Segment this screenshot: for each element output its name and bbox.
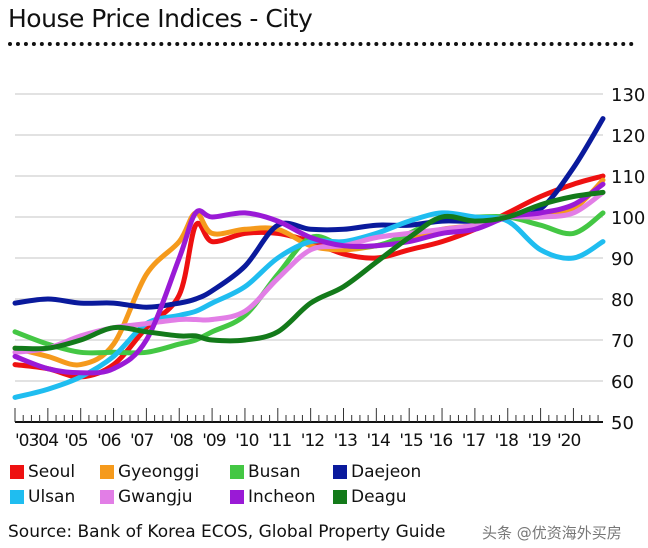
chart-title: House Price Indices - City bbox=[8, 4, 313, 33]
source-note: Source: Bank of Korea ECOS, Global Prope… bbox=[8, 522, 446, 542]
legend-swatch bbox=[10, 465, 24, 479]
legend-swatch bbox=[10, 490, 24, 504]
y-tick-label: 90 bbox=[611, 249, 634, 270]
y-tick-label: 70 bbox=[611, 331, 634, 352]
x-tick-label: '10 bbox=[235, 431, 258, 451]
y-tick-label: 80 bbox=[611, 290, 634, 311]
y-axis: 50 60 70 80 90 100 110 120 130 bbox=[611, 85, 645, 434]
line-chart: '03'04 '05 '06 '07 '08 '09 '10 '11 '12 '13 '14 '15 '… bbox=[12, 85, 645, 451]
x-tick-label: '06 bbox=[97, 431, 120, 451]
title-divider bbox=[8, 42, 634, 46]
legend-label: Ulsan bbox=[28, 487, 76, 507]
legend-label: Daejeon bbox=[351, 462, 422, 482]
y-tick-label: 100 bbox=[611, 208, 645, 229]
legend-label: Gwangju bbox=[118, 487, 193, 507]
y-tick-label: 120 bbox=[611, 126, 645, 147]
series-lines bbox=[12, 116, 606, 400]
legend-label: Busan bbox=[248, 462, 301, 482]
x-tick-label: '20 bbox=[557, 431, 580, 451]
legend-item-deagu: Deagu bbox=[333, 487, 407, 507]
x-axis: '03'04 '05 '06 '07 '08 '09 '10 '11 '12 '13 '14 '15 '… bbox=[14, 408, 603, 451]
x-tick-label: '08 bbox=[169, 431, 192, 451]
x-tick-label: '12 bbox=[301, 431, 324, 451]
x-tick-label: '14 bbox=[366, 431, 389, 451]
x-tick-label: '09 bbox=[202, 431, 225, 451]
gridlines bbox=[15, 93, 603, 382]
legend-swatch bbox=[100, 490, 114, 504]
legend-item-gwangju: Gwangju bbox=[100, 487, 193, 507]
y-tick-label: 110 bbox=[611, 167, 645, 188]
legend-swatch bbox=[100, 465, 114, 479]
y-tick-label: 60 bbox=[611, 372, 634, 393]
x-tick-label: '18 bbox=[495, 431, 518, 451]
legend-item-busan: Busan bbox=[230, 462, 301, 482]
legend-item-gyeonggi: Gyeonggi bbox=[100, 462, 199, 482]
x-tick-label: '03 bbox=[15, 431, 38, 451]
legend-item-ulsan: Ulsan bbox=[10, 487, 75, 507]
legend-swatch bbox=[230, 490, 244, 504]
legend-label: Deagu bbox=[351, 487, 407, 507]
x-tick-label: '19 bbox=[527, 431, 550, 451]
series-line-seoul bbox=[12, 173, 606, 380]
x-tick-label: '11 bbox=[268, 431, 291, 451]
legend-item-daejeon: Daejeon bbox=[333, 462, 421, 482]
x-tick-label: '07 bbox=[130, 431, 153, 451]
legend-item-incheon: Incheon bbox=[230, 487, 316, 507]
x-tick-label: '05 bbox=[64, 431, 87, 451]
legend-item-seoul: Seoul bbox=[10, 462, 75, 482]
legend-swatch bbox=[333, 490, 347, 504]
legend-swatch bbox=[333, 465, 347, 479]
x-tick-label: '13 bbox=[334, 431, 357, 451]
legend-swatch bbox=[230, 465, 244, 479]
legend-label: Gyeonggi bbox=[118, 462, 200, 482]
legend-label: Incheon bbox=[248, 487, 316, 507]
y-tick-label: 50 bbox=[611, 413, 634, 434]
x-tick-label: '04 bbox=[35, 431, 58, 451]
x-tick-label: '16 bbox=[429, 431, 452, 451]
watermark: 头条 @优资海外买房 bbox=[482, 524, 622, 542]
x-tick-label: '15 bbox=[399, 431, 422, 451]
legend-label: Seoul bbox=[28, 462, 76, 482]
y-tick-label: 130 bbox=[611, 85, 645, 106]
series-line-deagu bbox=[12, 189, 606, 352]
x-tick-label: '17 bbox=[462, 431, 485, 451]
